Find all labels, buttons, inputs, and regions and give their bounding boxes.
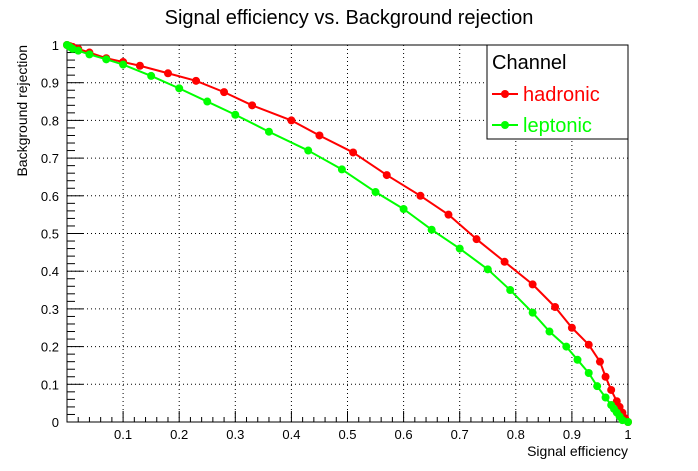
y-tick-label: 0.9 <box>41 76 59 91</box>
data-point-leptonic <box>545 327 554 336</box>
x-tick-labels: 0.1 0.2 0.3 0.4 0.5 0.6 0.7 0.8 0.9 1 <box>114 427 632 442</box>
data-point-hadronic <box>416 191 425 200</box>
data-point-hadronic <box>382 171 391 180</box>
x-tick-label: 1 <box>624 427 631 442</box>
data-point-hadronic <box>567 323 576 332</box>
data-point-leptonic <box>304 146 313 155</box>
x-tick-label: 0.8 <box>507 427 525 442</box>
legend: Channel hadronic leptonic <box>486 44 629 140</box>
x-tick-label: 0.2 <box>170 427 188 442</box>
legend-label-hadronic: hadronic <box>523 84 600 106</box>
data-point-leptonic <box>624 418 632 426</box>
y-tick-labels: 0 0.1 0.2 0.3 0.4 0.5 0.6 0.7 0.8 0.9 1 <box>41 38 59 430</box>
data-point-leptonic <box>593 382 602 391</box>
data-point-leptonic <box>573 355 582 364</box>
x-axis-label: Signal efficiency <box>527 443 628 459</box>
data-point-leptonic <box>455 244 464 253</box>
data-point-leptonic <box>147 71 156 80</box>
data-point-leptonic <box>483 265 492 274</box>
x-tick-label: 0.1 <box>114 427 132 442</box>
data-point-leptonic <box>528 308 537 317</box>
legend-box <box>486 44 629 140</box>
data-point-hadronic <box>163 69 172 78</box>
y-tick-label: 0.3 <box>41 302 59 317</box>
data-point-hadronic <box>584 340 593 349</box>
data-point-hadronic <box>248 101 257 110</box>
legend-label-leptonic: leptonic <box>523 115 592 137</box>
data-point-hadronic <box>551 303 560 312</box>
data-point-leptonic <box>203 97 212 106</box>
x-tick-label: 0.4 <box>282 427 300 442</box>
y-tick-label: 0.1 <box>41 377 59 392</box>
y-tick-label: 0.5 <box>41 227 59 242</box>
y-tick-label: 0 <box>52 415 59 430</box>
legend-marker-hadronic <box>501 90 509 98</box>
data-point-hadronic <box>500 257 509 266</box>
data-point-hadronic <box>607 385 616 394</box>
data-point-leptonic <box>264 127 273 136</box>
axis-ticks <box>67 44 629 423</box>
data-point-leptonic <box>584 368 593 377</box>
data-point-hadronic <box>135 61 144 70</box>
data-point-hadronic <box>444 210 453 219</box>
data-point-leptonic <box>231 110 240 119</box>
data-point-leptonic <box>102 55 111 64</box>
legend-title: Channel <box>492 52 567 74</box>
data-point-leptonic <box>399 204 408 213</box>
data-point-leptonic <box>175 84 184 93</box>
legend-marker-leptonic <box>501 121 509 129</box>
x-tick-label: 0.7 <box>451 427 469 442</box>
data-point-leptonic <box>119 60 128 69</box>
series-layer <box>63 41 632 426</box>
y-tick-label: 0.2 <box>41 340 59 355</box>
x-tick-label: 0.6 <box>395 427 413 442</box>
x-tick-label: 0.5 <box>338 427 356 442</box>
data-point-hadronic <box>528 280 537 289</box>
data-point-leptonic <box>601 393 610 402</box>
y-tick-label: 1 <box>52 38 59 53</box>
data-point-hadronic <box>192 76 201 85</box>
y-tick-label: 0.4 <box>41 264 59 279</box>
data-point-hadronic <box>349 148 358 157</box>
y-tick-label: 0.8 <box>41 113 59 128</box>
data-point-leptonic <box>427 225 436 234</box>
y-tick-label: 0.7 <box>41 151 59 166</box>
data-point-leptonic <box>337 165 346 174</box>
data-point-leptonic <box>506 286 515 295</box>
data-point-hadronic <box>472 235 481 244</box>
chart-title: Signal efficiency vs. Background rejecti… <box>165 7 534 29</box>
y-axis-label: Background rejection <box>14 45 30 177</box>
data-point-hadronic <box>315 131 324 140</box>
data-point-hadronic <box>287 116 296 125</box>
data-point-hadronic <box>220 88 229 97</box>
data-point-leptonic <box>371 188 380 197</box>
data-point-leptonic <box>74 46 83 55</box>
x-tick-label: 0.9 <box>563 427 581 442</box>
data-point-hadronic <box>595 357 604 366</box>
data-point-leptonic <box>85 50 94 59</box>
grid-lines <box>67 45 628 422</box>
data-point-hadronic <box>601 372 610 381</box>
data-point-leptonic <box>562 342 571 351</box>
x-tick-label: 0.3 <box>226 427 244 442</box>
y-tick-label: 0.6 <box>41 189 59 204</box>
